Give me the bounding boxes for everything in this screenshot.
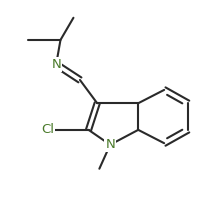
Text: N: N: [105, 138, 115, 151]
Text: Cl: Cl: [41, 123, 54, 136]
Text: N: N: [51, 58, 61, 71]
